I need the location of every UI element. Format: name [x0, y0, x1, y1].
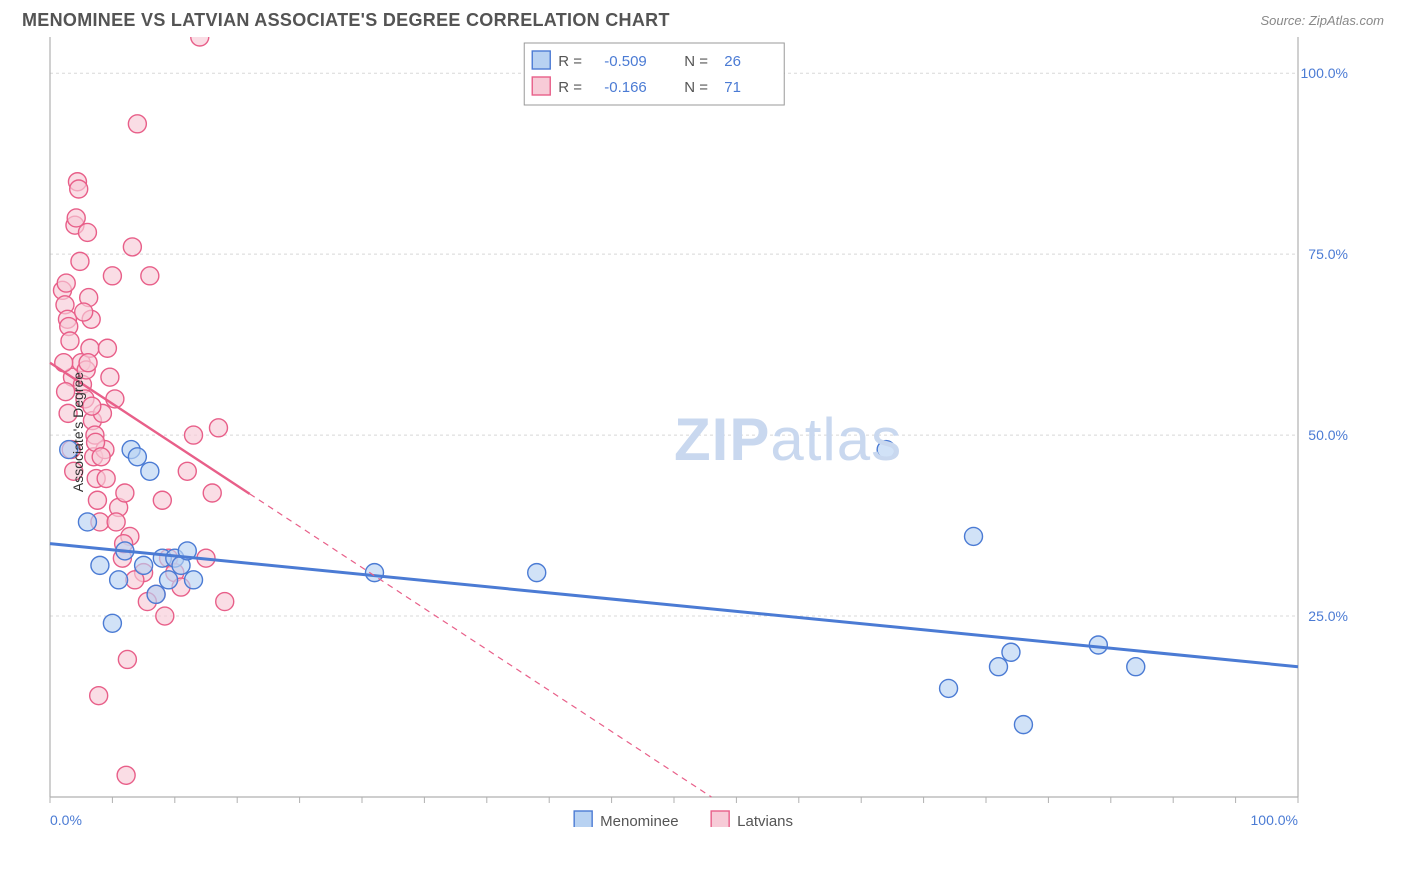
data-point: [97, 470, 115, 488]
data-point: [79, 354, 97, 372]
y-tick-label: 100.0%: [1301, 65, 1348, 81]
data-point: [75, 303, 93, 321]
svg-text:-0.166: -0.166: [604, 79, 647, 96]
data-point: [1127, 658, 1145, 676]
trend-line-dashed: [250, 494, 712, 797]
data-point: [118, 650, 136, 668]
data-point: [78, 223, 96, 241]
data-point: [78, 513, 96, 531]
data-point: [156, 607, 174, 625]
svg-text:71: 71: [724, 79, 741, 96]
x-tick-label-right: 100.0%: [1251, 812, 1298, 827]
data-point: [117, 766, 135, 784]
data-point: [107, 513, 125, 531]
data-point: [160, 571, 178, 589]
data-point: [185, 426, 203, 444]
x-tick-label-left: 0.0%: [50, 812, 82, 827]
data-point: [128, 115, 146, 133]
svg-text:R =: R =: [558, 79, 582, 96]
data-point: [110, 571, 128, 589]
data-point: [940, 679, 958, 697]
svg-text:N =: N =: [684, 53, 708, 70]
chart-header: MENOMINEE VS LATVIAN ASSOCIATE'S DEGREE …: [0, 0, 1406, 37]
data-point: [147, 585, 165, 603]
svg-text:N =: N =: [684, 79, 708, 96]
data-point: [191, 37, 209, 46]
data-point: [141, 462, 159, 480]
svg-text:-0.509: -0.509: [604, 53, 647, 70]
y-axis-label: Associate's Degree: [70, 372, 86, 492]
y-tick-label: 50.0%: [1308, 427, 1348, 443]
data-point: [92, 448, 110, 466]
scatter-chart: 25.0% 50.0% 75.0% 100.0% 0.0% 100.0% R = -0.509…: [22, 37, 1352, 827]
chart-source: Source: ZipAtlas.com: [1260, 13, 1384, 28]
data-point: [128, 448, 146, 466]
data-point: [1002, 643, 1020, 661]
data-point: [57, 274, 75, 292]
y-tick-label: 75.0%: [1308, 246, 1348, 262]
data-point: [116, 484, 134, 502]
data-point: [141, 267, 159, 285]
data-point: [61, 332, 79, 350]
legend-bottom: Menominee Latvians: [574, 811, 793, 827]
data-point: [989, 658, 1007, 676]
svg-text:26: 26: [724, 53, 741, 70]
chart-title: MENOMINEE VS LATVIAN ASSOCIATE'S DEGREE …: [22, 10, 670, 31]
data-point: [185, 571, 203, 589]
data-point: [528, 564, 546, 582]
data-point: [877, 441, 895, 459]
y-tick-label: 25.0%: [1308, 608, 1348, 624]
data-point: [178, 462, 196, 480]
data-point: [153, 491, 171, 509]
data-point: [101, 368, 119, 386]
data-point: [965, 527, 983, 545]
data-point: [71, 252, 89, 270]
data-point: [209, 419, 227, 437]
chart-area: Associate's Degree 25.0% 50.0% 75.0% 100.0%…: [22, 37, 1384, 827]
svg-text:Menominee: Menominee: [600, 813, 678, 827]
data-point: [365, 564, 383, 582]
data-point: [103, 267, 121, 285]
data-point: [88, 491, 106, 509]
data-point: [98, 339, 116, 357]
data-point: [1014, 716, 1032, 734]
data-point: [135, 556, 153, 574]
data-point: [103, 614, 121, 632]
trend-line: [50, 544, 1298, 667]
data-point: [70, 180, 88, 198]
data-point: [90, 687, 108, 705]
data-point: [216, 593, 234, 611]
svg-text:Latvians: Latvians: [737, 813, 793, 827]
data-point: [123, 238, 141, 256]
svg-text:R =: R =: [558, 53, 582, 70]
data-point: [203, 484, 221, 502]
data-point: [91, 556, 109, 574]
legend-top: R = -0.509 N = 26 R = -0.166 N = 71: [524, 43, 784, 105]
